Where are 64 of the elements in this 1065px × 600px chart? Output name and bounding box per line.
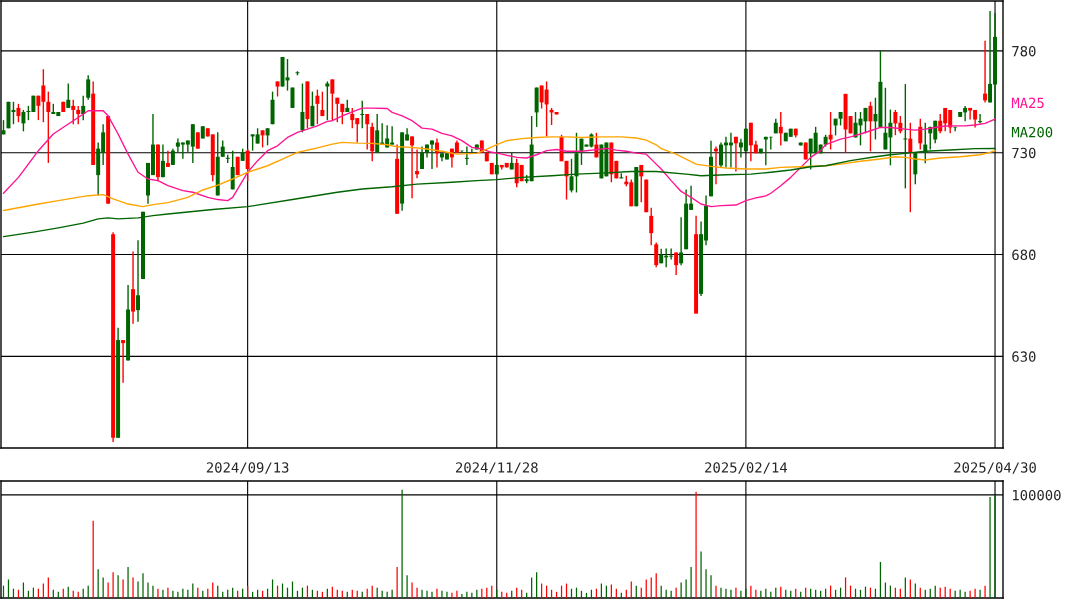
candlestick	[325, 80, 330, 121]
candlestick	[350, 107, 355, 129]
candlestick	[863, 107, 868, 135]
y-tick-label: 100000	[1013, 489, 1061, 501]
candlestick	[16, 103, 21, 123]
y-tick-label: 630	[1012, 351, 1036, 362]
candlestick	[121, 339, 126, 384]
candlestick	[464, 145, 469, 166]
line-series	[2, 136, 996, 212]
candlestick	[230, 149, 235, 191]
x-tick-label: 2024/11/28	[455, 462, 538, 474]
candlestick	[46, 90, 51, 164]
candlestick	[330, 78, 335, 121]
candlestick	[649, 207, 654, 246]
candlestick	[365, 113, 370, 151]
line-series	[2, 107, 996, 208]
candlestick	[733, 136, 738, 173]
y-tick-label: 680	[1012, 249, 1036, 261]
candlestick	[778, 111, 783, 147]
candlestick	[679, 216, 684, 266]
candlestick	[868, 101, 873, 152]
candlestick	[375, 113, 380, 154]
candlestick	[320, 90, 325, 117]
series-label: MA200	[1011, 126, 1053, 138]
x-tick-label: 2025/04/30	[954, 462, 1036, 474]
candlestick	[978, 113, 983, 125]
candlestick	[883, 87, 888, 151]
candlestick	[410, 135, 415, 200]
candlestick	[579, 137, 584, 166]
x-tick-label: 2025/02/14	[705, 462, 788, 474]
candlestick	[310, 90, 315, 127]
candlestick	[654, 241, 659, 268]
candlestick	[315, 88, 320, 125]
candlestick	[988, 10, 993, 104]
candlestick	[76, 105, 81, 125]
candlestick	[430, 139, 434, 170]
candlestick	[131, 250, 136, 325]
y-tick-label: 730	[1012, 147, 1036, 159]
candlestick	[66, 82, 71, 109]
candlestick	[300, 82, 305, 134]
y-tick-label: 780	[1012, 45, 1036, 57]
candlestick	[718, 141, 723, 169]
candlestick	[569, 158, 574, 194]
x-tick-label: 2024/09/13	[206, 462, 289, 474]
candlestick	[908, 122, 913, 213]
candlestick	[21, 109, 26, 133]
series-label: MA25	[1011, 97, 1044, 109]
candlestick	[81, 94, 86, 121]
candlestick	[165, 149, 170, 168]
candlestick	[71, 99, 76, 125]
candlestick	[160, 143, 165, 178]
candlestick	[918, 118, 923, 151]
candlestick	[245, 147, 250, 182]
candlestick	[86, 74, 91, 101]
candlestick	[748, 122, 753, 162]
candlestick	[360, 100, 365, 129]
candlestick	[544, 80, 549, 138]
candlestick	[335, 97, 340, 123]
candlestick	[968, 107, 973, 121]
candlestick	[136, 239, 141, 323]
candlestick	[893, 109, 898, 136]
candlestick	[415, 148, 420, 180]
candlestick	[913, 152, 918, 185]
candlestick	[190, 123, 195, 164]
